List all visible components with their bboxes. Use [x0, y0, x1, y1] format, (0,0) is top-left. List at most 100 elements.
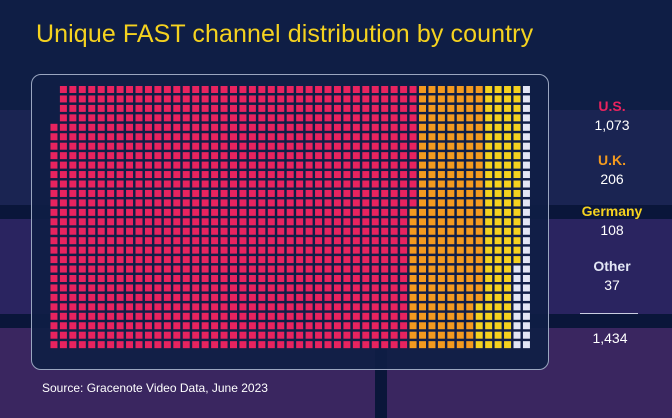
waffle-cell-us: [286, 275, 294, 282]
waffle-cell-us: [305, 161, 313, 169]
waffle-cell-uk: [419, 208, 426, 216]
waffle-cell-us: [315, 199, 323, 207]
waffle-cell-us: [390, 114, 398, 122]
waffle-cell-us: [126, 161, 134, 169]
waffle-cell-us: [144, 123, 152, 131]
waffle-cell-uk: [447, 199, 455, 207]
waffle-cell-us: [201, 218, 209, 226]
waffle-cell-us: [135, 293, 143, 301]
waffle-cell-germany: [494, 95, 502, 103]
waffle-cell-us: [400, 208, 408, 216]
waffle-cell-us: [173, 161, 181, 169]
waffle-cell-germany: [485, 312, 493, 320]
waffle-cell-uk: [475, 114, 483, 122]
waffle-cell-us: [333, 199, 341, 207]
waffle-cell-us: [107, 303, 115, 311]
waffle-cell-us: [296, 218, 304, 226]
waffle-cell-us: [258, 123, 266, 131]
waffle-cell-uk: [456, 237, 464, 245]
waffle-cell-us: [163, 246, 171, 254]
waffle-cell-uk: [456, 180, 464, 188]
legend-item-germany: Germany 108: [572, 203, 652, 238]
waffle-cell-us: [409, 180, 417, 188]
waffle-cell-us: [211, 123, 219, 131]
waffle-cell-us: [192, 256, 200, 264]
waffle-cell-us: [107, 199, 115, 207]
waffle-cell-us: [381, 237, 389, 245]
waffle-cell-uk: [466, 123, 474, 131]
waffle-cell-us: [400, 114, 408, 122]
waffle-cell-us: [362, 152, 370, 160]
waffle-cell-us: [201, 199, 209, 207]
waffle-cell-us: [305, 133, 313, 141]
waffle-cell-us: [352, 114, 360, 122]
waffle-cell-us: [182, 95, 190, 103]
waffle-cell-us: [324, 208, 332, 216]
waffle-cell-us: [390, 227, 398, 235]
waffle-cell-uk: [456, 246, 464, 254]
waffle-cell-us: [220, 152, 228, 160]
waffle-cell-uk: [475, 265, 483, 273]
waffle-cell-us: [258, 180, 266, 188]
waffle-cell-us: [239, 227, 247, 235]
waffle-cell-us: [277, 227, 285, 235]
waffle-cell-us: [333, 218, 341, 226]
waffle-cell-uk: [437, 114, 445, 122]
waffle-cell-uk: [419, 86, 426, 93]
waffle-cell-us: [173, 237, 181, 245]
waffle-cell-us: [116, 180, 124, 188]
waffle-cell-us: [371, 104, 379, 112]
waffle-cell-us: [163, 303, 171, 311]
waffle-cell-us: [126, 293, 134, 301]
waffle-cell-us: [173, 322, 181, 330]
waffle-cell-us: [390, 142, 398, 150]
waffle-cell-us: [381, 171, 389, 179]
waffle-cell-germany: [513, 189, 521, 197]
waffle-cell-other: [513, 293, 521, 301]
waffle-cell-us: [59, 114, 67, 122]
waffle-cell-us: [88, 142, 96, 150]
waffle-cell-us: [315, 95, 323, 103]
waffle-cell-uk: [428, 303, 436, 311]
waffle-cell-us: [144, 284, 152, 292]
waffle-cell-us: [333, 256, 341, 264]
waffle-cell-germany: [494, 256, 502, 264]
waffle-cell-us: [69, 199, 77, 207]
waffle-cell-germany: [504, 331, 512, 339]
waffle-cell-us: [182, 265, 190, 273]
waffle-cell-us: [296, 293, 304, 301]
waffle-cell-germany: [494, 161, 502, 169]
waffle-cell-us: [230, 246, 237, 254]
waffle-cell-us: [371, 180, 379, 188]
waffle-cell-us: [305, 341, 313, 349]
waffle-cell-us: [277, 152, 285, 160]
waffle-cell-us: [324, 265, 332, 273]
waffle-cell-uk: [437, 256, 445, 264]
waffle-cell-us: [381, 161, 389, 169]
waffle-cell-uk: [409, 237, 417, 245]
waffle-cell-uk: [466, 180, 474, 188]
waffle-cell-us: [362, 237, 370, 245]
waffle-cell-us: [88, 95, 96, 103]
waffle-cell-us: [107, 227, 115, 235]
legend-value-other: 37: [604, 277, 620, 293]
waffle-cell-uk: [475, 95, 483, 103]
waffle-cell-us: [258, 114, 266, 122]
waffle-cell-us: [173, 114, 181, 122]
waffle-cell-us: [305, 256, 313, 264]
waffle-cell-us: [362, 265, 370, 273]
waffle-cell-us: [107, 312, 115, 320]
waffle-cell-us: [163, 293, 171, 301]
waffle-cell-germany: [485, 152, 493, 160]
waffle-cell-us: [126, 341, 134, 349]
waffle-cell-us: [381, 284, 389, 292]
waffle-cell-us: [400, 152, 408, 160]
waffle-cell-us: [248, 86, 256, 93]
waffle-cell-us: [78, 284, 86, 292]
waffle-cell-us: [315, 227, 323, 235]
waffle-cell-us: [182, 237, 190, 245]
waffle-cell-us: [409, 86, 417, 93]
waffle-cell-us: [201, 171, 209, 179]
waffle-cell-us: [220, 95, 228, 103]
waffle-cell-us: [192, 227, 200, 235]
